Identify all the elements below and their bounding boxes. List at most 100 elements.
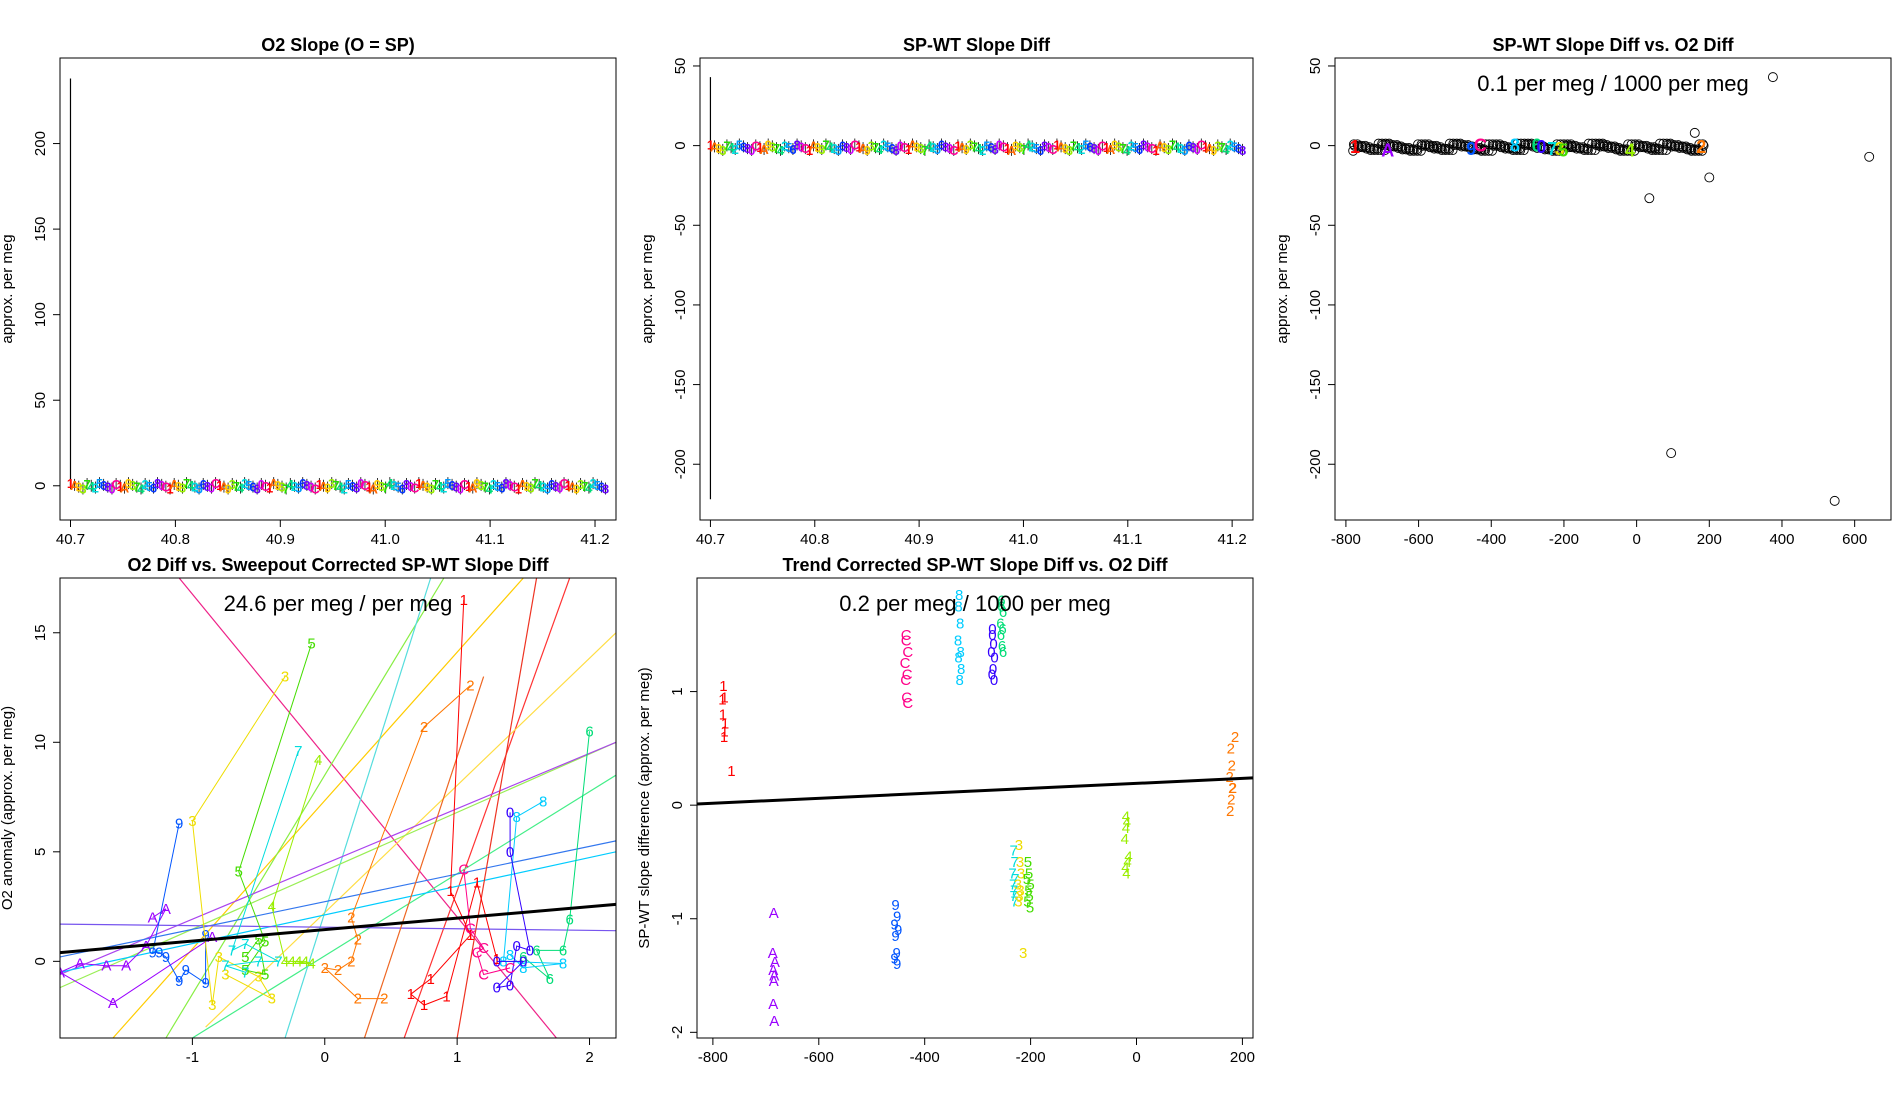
data-point-label: C	[1048, 142, 1058, 157]
cluster-point	[1349, 140, 1360, 151]
data-point: C	[465, 920, 476, 937]
data-point: 5	[1025, 865, 1033, 882]
data-point: 4	[1123, 854, 1131, 871]
data-point-label: 8	[104, 480, 111, 495]
data-point: 7	[1009, 843, 1017, 860]
data-point-label: 5	[494, 479, 501, 494]
group-fit-line	[60, 741, 616, 989]
data-point-label: 8	[403, 477, 410, 492]
regression-line	[60, 902, 616, 955]
data-point-label: 4	[436, 479, 444, 494]
data-point: 0	[493, 953, 501, 970]
cluster-point	[1567, 142, 1578, 153]
data-point-label: 7	[133, 480, 140, 495]
cluster-point	[1630, 140, 1641, 151]
data-point-label: 8	[254, 481, 261, 496]
data-point-label: 8	[353, 481, 360, 496]
data-point: A	[768, 962, 778, 979]
cluster-point	[1449, 140, 1459, 151]
cluster-point	[1654, 138, 1665, 149]
data-point: 2	[1226, 769, 1234, 786]
data-point: C	[902, 695, 913, 712]
y-tick-label: -150	[1307, 370, 1324, 400]
cluster-point	[1496, 142, 1507, 153]
data-point: 7	[1011, 854, 1019, 871]
cluster-point	[1583, 138, 1594, 149]
cluster-point	[1507, 143, 1518, 154]
data-point-label: 4	[777, 143, 785, 158]
data-point-label: C	[559, 476, 569, 491]
cluster-point	[1698, 140, 1709, 151]
cluster-point	[1368, 143, 1379, 154]
cluster-point	[1623, 139, 1634, 150]
cluster-point	[1377, 140, 1388, 151]
data-point: 2	[321, 960, 329, 977]
data-point-label: 2	[732, 142, 739, 157]
data-point-label: 6	[200, 477, 207, 492]
cluster-point	[1429, 143, 1440, 154]
data-point: 1	[426, 971, 434, 988]
data-point: A	[769, 968, 779, 985]
data-point: 5	[307, 636, 315, 653]
data-point: 8	[506, 947, 514, 964]
cluster-point	[1480, 139, 1491, 150]
group-label: 1	[1350, 137, 1360, 157]
data-point: 0	[526, 942, 534, 959]
data-point-label: 2	[880, 138, 887, 153]
data-point-label: 7	[1070, 138, 1077, 153]
data-point: 6	[999, 644, 1007, 661]
data-point-label: 2	[440, 481, 447, 496]
cluster-point	[1670, 141, 1681, 152]
data-point-label: 2	[341, 481, 348, 496]
data-point-label: 3	[1165, 142, 1172, 157]
data-point-label: A	[319, 479, 329, 494]
data-point: 6	[998, 638, 1006, 655]
x-tick-label: 41.2	[1218, 531, 1247, 548]
group-label: 5	[1558, 140, 1568, 160]
x-tick-label: -800	[698, 1049, 728, 1066]
group-fit-line	[60, 840, 616, 958]
data-point: 2	[354, 991, 362, 1008]
cluster-point	[1516, 138, 1526, 149]
cluster-point	[1475, 144, 1486, 155]
data-point: 3	[1014, 894, 1022, 911]
data-point-label: A	[759, 142, 769, 157]
x-tick-label: 0	[1132, 1049, 1140, 1066]
group-connector	[502, 800, 564, 969]
data-point-label: 9	[1210, 143, 1217, 158]
group-label: 6	[1532, 136, 1542, 156]
data-point-label: A	[1155, 138, 1165, 153]
data-point-label: 2	[831, 141, 838, 156]
x-tick-label: 400	[1769, 531, 1794, 548]
data-point-label: 7	[921, 143, 928, 158]
x-tick-label: 0	[321, 1049, 329, 1066]
data-point: C	[902, 644, 913, 661]
data-point-label: 8	[1140, 138, 1147, 153]
cluster-point	[1615, 145, 1626, 156]
x-tick-label: 2	[585, 1049, 593, 1066]
cluster-point	[1456, 141, 1467, 152]
cluster-point	[1578, 143, 1589, 154]
data-point: 8	[954, 598, 962, 615]
data-point: 6	[996, 615, 1004, 632]
data-point: 2	[347, 953, 355, 970]
outlier-point	[1704, 172, 1715, 183]
data-point-label: 6	[598, 480, 605, 495]
cluster-point	[1488, 140, 1499, 151]
data-point-label: 5	[594, 478, 601, 493]
data-point-label: 0	[897, 138, 904, 153]
cluster-point	[1674, 142, 1685, 153]
data-point: 6	[532, 942, 540, 959]
data-point-label: 7	[233, 479, 240, 494]
data-point-label: 0	[1095, 143, 1102, 158]
data-point-label: 4	[287, 477, 295, 492]
data-point: C	[901, 632, 912, 649]
data-point-label: 6	[1136, 142, 1143, 157]
data-point-label: 9	[864, 143, 871, 158]
group-fit-line	[192, 774, 616, 1038]
cluster-point	[1575, 143, 1586, 154]
data-point-label: 3	[1066, 143, 1073, 158]
data-point: 1	[460, 592, 468, 609]
group-connector	[463, 869, 511, 976]
data-point-label: 6	[498, 481, 505, 496]
